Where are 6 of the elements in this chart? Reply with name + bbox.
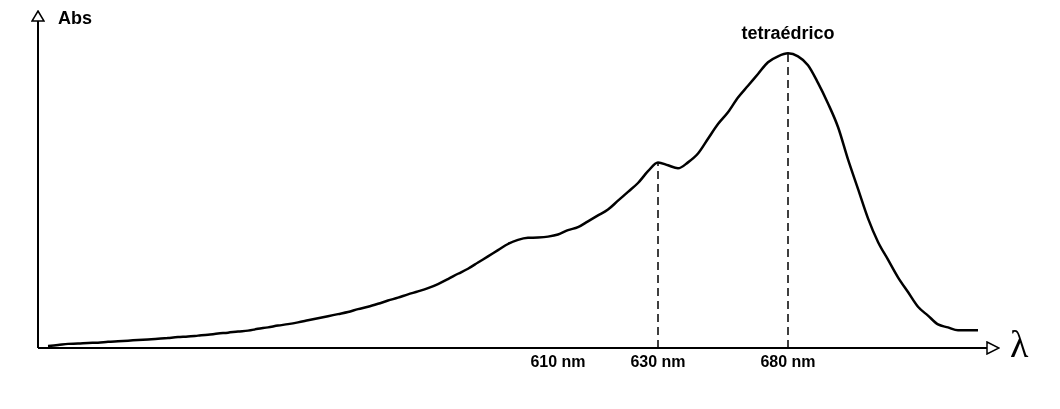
annotation: tetraédrico	[741, 23, 835, 44]
x-axis-title: λ	[1010, 322, 1029, 366]
x-tick-label: 610 nm	[530, 353, 586, 371]
x-tick-label: 630 nm	[630, 353, 686, 371]
y-axis-title: Abs	[58, 8, 93, 29]
x-tick-label: 680 nm	[760, 353, 816, 371]
